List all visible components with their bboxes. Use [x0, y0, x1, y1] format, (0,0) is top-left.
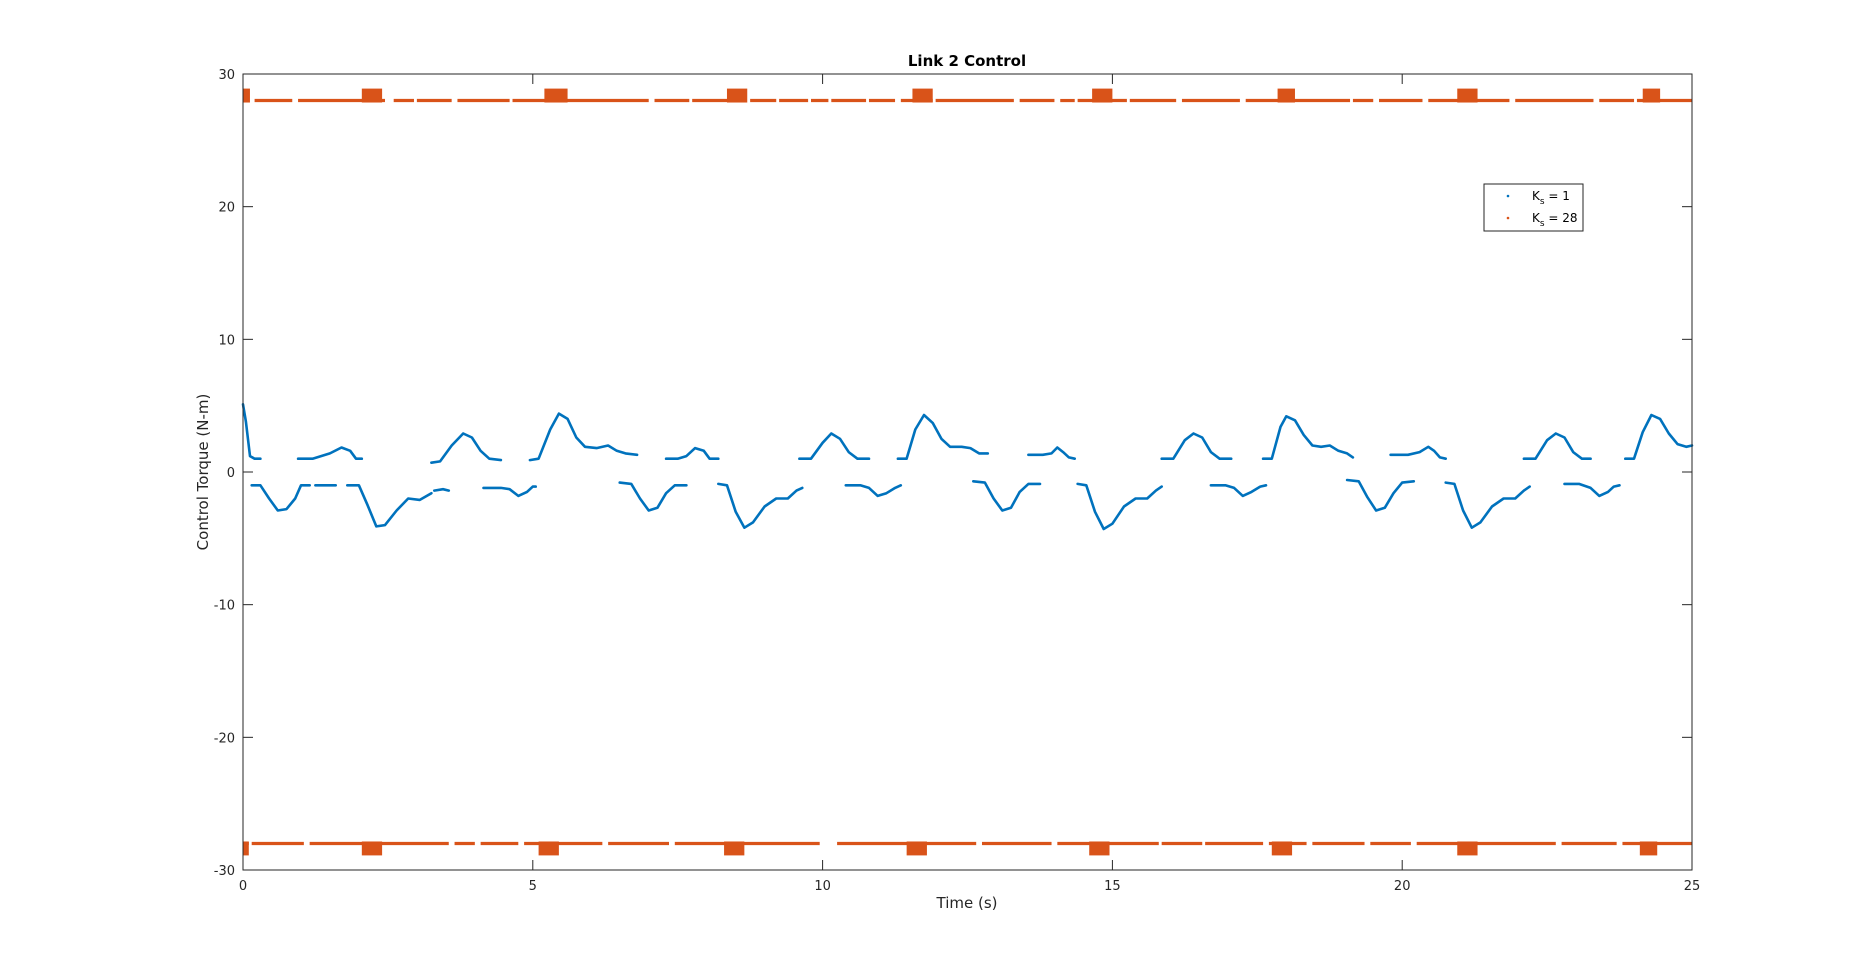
x-tick-label: 10: [814, 879, 831, 894]
series-ks28-lower-burst: [361, 841, 383, 856]
series-ks28-upper-burst: [1092, 88, 1113, 103]
series-ks1-lower-segment: [346, 484, 433, 528]
y-axis-title: Control Torque (N-m): [194, 394, 212, 551]
series-ks28-upper-burst: [1277, 88, 1295, 103]
series-ks1-lower-segment: [844, 484, 903, 498]
x-tick-label: 5: [529, 879, 537, 894]
series-ks28-lower-burst: [1457, 841, 1478, 856]
series-ks28-upper-burst: [544, 88, 568, 103]
x-tick-label: 15: [1104, 879, 1121, 894]
series-ks1-upper-segment: [430, 432, 503, 464]
series-ks28-lower-burst: [1271, 841, 1293, 856]
legend-entry-ks1: Ks = 1: [1532, 189, 1570, 207]
series-ks1-upper-segment: [296, 446, 364, 460]
series-ks28-lower-burst: [906, 841, 927, 856]
data-layer: [241, 88, 1694, 856]
y-tick-label: 0: [227, 466, 235, 481]
y-tick-label: 20: [218, 201, 235, 216]
series-ks28-upper-burst: [1457, 88, 1478, 103]
series-ks28-lower-burst: [538, 841, 559, 856]
series-ks28: [243, 88, 1692, 856]
x-tick-label: 25: [1684, 879, 1701, 894]
series-ks1-upper-segment: [241, 403, 262, 460]
series-ks1-upper-segment: [1261, 415, 1355, 460]
series-ks28-upper-burst: [361, 88, 383, 103]
series-ks28-lower-burst: [1639, 841, 1658, 856]
axes: 0 5 10 15 20 25 -30 -20 -10 0 10 20 30: [214, 68, 1701, 894]
legend-marker-ks28: [1506, 216, 1510, 220]
series-ks1-lower-segment: [1444, 481, 1531, 529]
y-tick-label: 10: [218, 333, 235, 348]
y-tick-label: -10: [214, 599, 235, 614]
series-ks1-lower-segment: [482, 485, 537, 498]
legend-marker-ks1: [1506, 194, 1510, 198]
plot-area: [243, 74, 1692, 870]
series-ks1-upper-segment: [896, 413, 990, 460]
series-ks1-lower-segment: [433, 487, 451, 492]
series-ks1-upper-segment: [664, 446, 720, 460]
x-axis-title: Time (s): [936, 894, 998, 912]
y-tick-label: -20: [214, 731, 235, 746]
series-ks1-lower-segment: [1076, 482, 1163, 531]
series-ks28-upper-burst: [726, 88, 748, 103]
series-ks1-lower-segment: [618, 481, 688, 512]
series-ks1-lower-segment: [250, 484, 311, 512]
series-ks1-upper-segment: [1624, 413, 1694, 460]
series-ks1-lower-segment: [717, 482, 804, 529]
legend-box: [1483, 183, 1584, 232]
chart-title: Link 2 Control: [908, 52, 1026, 70]
series-ks1-upper-segment: [1522, 432, 1592, 460]
series-ks1-lower-segment: [972, 480, 1042, 512]
series-ks28-lower-burst: [1089, 841, 1110, 856]
x-tick-label: 20: [1394, 879, 1411, 894]
series-ks1-upper-segment: [528, 412, 639, 462]
y-tick-label: 30: [218, 68, 235, 83]
series-ks1-lower-segment: [1209, 484, 1268, 498]
series-ks28-upper-burst: [243, 88, 250, 103]
series-ks28-upper-burst: [912, 88, 933, 103]
y-tick-label: -30: [214, 864, 235, 879]
x-tick-label: 0: [239, 879, 247, 894]
legend: Ks = 1 Ks = 28: [1483, 183, 1584, 232]
series-ks28-upper-burst: [1642, 88, 1661, 103]
series-ks1-lower-segment: [1563, 482, 1621, 498]
series-ks28-lower-burst: [243, 841, 249, 856]
series-ks1-upper-segment: [1027, 446, 1076, 460]
series-ks1-upper-segment: [1160, 432, 1233, 460]
series-ks1-upper-segment: [798, 432, 871, 460]
series-ks1-lower-segment: [1345, 478, 1416, 512]
series-ks1-upper-segment: [1389, 445, 1447, 460]
legend-entry-ks28: Ks = 28: [1532, 211, 1578, 229]
series-ks28-lower-burst: [724, 841, 745, 856]
series-ks1: [241, 403, 1694, 531]
